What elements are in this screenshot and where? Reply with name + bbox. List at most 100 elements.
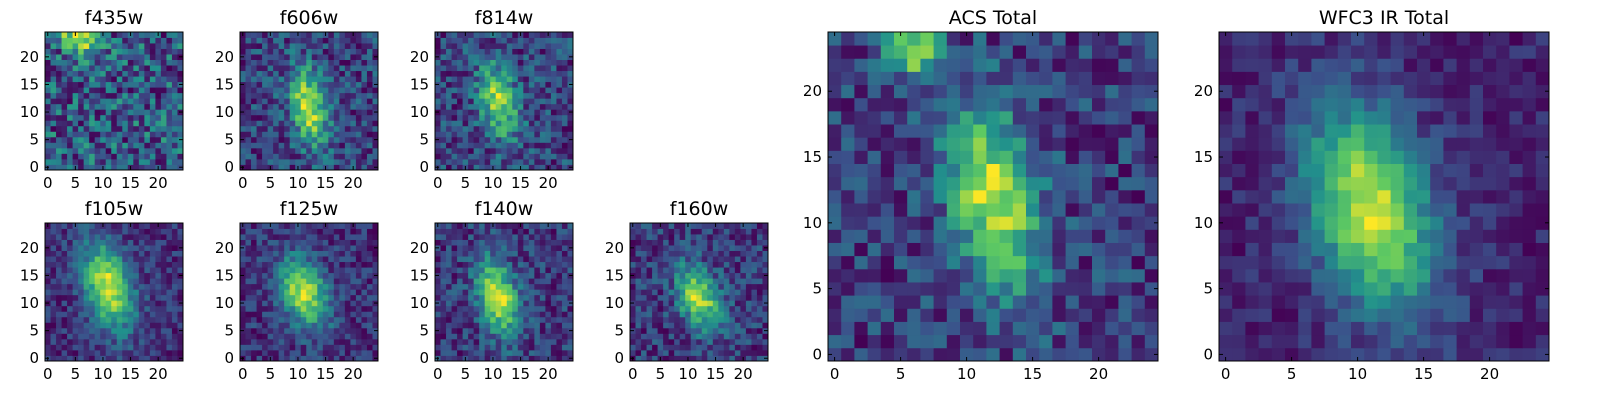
heatmap-cell [366, 43, 373, 49]
heatmap-cell [138, 327, 145, 334]
heatmap-cell [289, 322, 296, 329]
heatmap-cell [333, 147, 340, 154]
heatmap-cell [322, 311, 329, 318]
heatmap-cell [668, 228, 675, 235]
heatmap-cell [517, 109, 524, 116]
heatmap-cell [534, 322, 541, 329]
heatmap-cell [278, 164, 285, 171]
heatmap-cell [240, 256, 246, 263]
heatmap-cell [94, 234, 101, 240]
heatmap-cell [133, 164, 140, 171]
heatmap-cell [306, 289, 313, 296]
x-tick-label: 5 [266, 365, 276, 383]
heatmap-cell [100, 261, 107, 268]
heatmap-cell [116, 272, 123, 279]
heatmap-cell [1105, 203, 1119, 217]
heatmap-cell [256, 278, 263, 285]
heatmap-cell [116, 311, 123, 318]
heatmap-cell [366, 355, 373, 362]
heatmap-cell [506, 327, 513, 334]
heatmap-cell [701, 338, 708, 345]
heatmap-cell [78, 92, 85, 99]
heatmap-cell [278, 344, 285, 351]
heatmap-cell [328, 289, 335, 296]
heatmap-cell [933, 334, 948, 349]
heatmap-cell [490, 98, 497, 105]
heatmap-cell [534, 333, 541, 340]
heatmap-cell [701, 344, 708, 351]
heatmap-cell [946, 176, 961, 191]
y-tick-label: 5 [224, 322, 234, 340]
heatmap-cell [646, 311, 653, 318]
heatmap-cell [446, 327, 452, 334]
heatmap-cell [462, 267, 469, 274]
heatmap-cell [539, 43, 546, 49]
heatmap-cell [171, 278, 178, 285]
heatmap-cell [355, 333, 362, 340]
heatmap-cell [149, 153, 156, 160]
heatmap-cell [160, 283, 167, 290]
heatmap-cell [854, 255, 868, 270]
heatmap-cell [328, 131, 335, 138]
heatmap-cell [473, 283, 480, 290]
heatmap-cell [712, 289, 719, 296]
heatmap-cell [435, 234, 441, 240]
heatmap-cell [262, 59, 268, 66]
heatmap-cell [740, 305, 747, 312]
heatmap-cell [1012, 334, 1027, 349]
heatmap-cell [322, 344, 329, 351]
heatmap-cell [556, 142, 563, 149]
heatmap-cell [105, 223, 112, 229]
heatmap-cell [561, 59, 568, 66]
heatmap-cell [484, 37, 491, 44]
heatmap-cell [94, 136, 101, 143]
heatmap-cell [240, 311, 246, 318]
heatmap-cell [490, 272, 497, 279]
heatmap-cell [245, 239, 252, 246]
heatmap-cell [273, 267, 280, 274]
heatmap-cell [111, 311, 118, 318]
heatmap-cell [484, 223, 491, 229]
heatmap-cell [545, 338, 552, 345]
heatmap-cell [517, 125, 524, 132]
heatmap-cell [133, 327, 140, 334]
heatmap-cell [350, 316, 357, 323]
heatmap-cell [495, 48, 502, 55]
heatmap-cell [160, 153, 167, 160]
heatmap-cell [556, 239, 563, 246]
heatmap-cell [440, 223, 447, 229]
heatmap-cell [273, 76, 280, 83]
heatmap-cell [960, 229, 974, 243]
heatmap-cell [83, 311, 90, 318]
heatmap-cell [61, 256, 68, 263]
heatmap-cell [668, 322, 675, 329]
heatmap-cell [245, 147, 252, 154]
heatmap-cell [284, 54, 291, 60]
heatmap-cell [462, 43, 469, 49]
heatmap-cell [105, 289, 112, 296]
y-tick-label: 20 [605, 239, 624, 257]
heatmap-cell [451, 136, 458, 143]
heatmap-cell [501, 147, 508, 154]
heatmap-cell [245, 158, 252, 165]
heatmap-cell [462, 278, 469, 285]
heatmap-cell [138, 239, 145, 246]
heatmap-cell [539, 239, 546, 246]
heatmap-cells-f140w [435, 223, 574, 362]
heatmap-cell [854, 229, 868, 243]
heatmap-cell [534, 234, 541, 240]
heatmap-cell [160, 278, 167, 285]
heatmap-cell [273, 92, 280, 99]
heatmap-cell [284, 261, 291, 268]
heatmap-cell [867, 334, 882, 349]
heatmap-cell [561, 164, 568, 171]
heatmap-cell [366, 239, 373, 246]
heatmap-cell [734, 239, 741, 246]
heatmap-cell [652, 338, 658, 345]
heatmap-cell [322, 103, 329, 110]
heatmap-cell [734, 283, 741, 290]
heatmap-cell [668, 267, 675, 274]
heatmap-cell [707, 250, 714, 257]
heatmap-cell [435, 283, 441, 290]
heatmap-cell [67, 76, 73, 83]
